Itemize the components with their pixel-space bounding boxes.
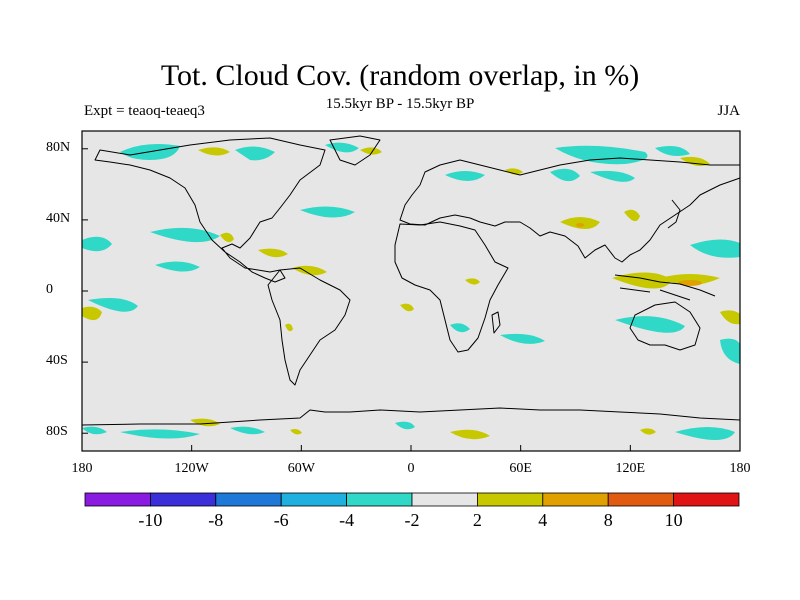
colorbar-swatch (215, 492, 282, 507)
colorbar-label: -4 (339, 510, 355, 530)
anomaly-negative-patch (395, 421, 415, 430)
anomaly-positive-patch (450, 429, 490, 440)
colorbar-label: 2 (472, 510, 482, 530)
coastline-maritime-continent (614, 274, 716, 301)
y-tick-label: 0 (46, 282, 53, 297)
coastline-africa (394, 221, 509, 353)
coastline-antarctica (81, 407, 741, 426)
x-tick-label: 120E (615, 461, 646, 476)
axis-ticks (81, 148, 741, 451)
anomaly-positive-patch (640, 428, 656, 435)
anomaly-negative-patch (590, 170, 635, 182)
experiment-label: Expt = teaoq-teaeq3 (84, 103, 205, 119)
anomaly-positive-patch (220, 232, 234, 243)
anomaly-negative-patch (720, 338, 740, 364)
anomaly-negative-patch (445, 171, 485, 181)
plot-subtitle: 15.5kyr BP - 15.5kyr BP (325, 96, 475, 112)
anomaly-negative-patch (325, 142, 359, 153)
anomaly-positive-patch (198, 147, 230, 156)
anomaly-strong-positive-patch (678, 280, 702, 286)
anomaly-negative-patch (500, 333, 545, 344)
anomaly-negative-patch (82, 426, 107, 435)
colorbar-swatch (411, 492, 478, 507)
anomaly-strong-positive-patch (576, 223, 584, 227)
coastline-north-america (94, 137, 326, 283)
x-tick-label: 60E (509, 461, 532, 476)
anomaly-negative-patch (150, 227, 220, 243)
x-tick-label: 0 (407, 461, 415, 476)
anomaly-positive-patch (290, 429, 302, 435)
colorbar-label: 10 (664, 510, 683, 530)
x-tick-label: 60W (287, 461, 315, 476)
anomaly-positive-patch (360, 147, 382, 155)
x-tick-label: 180 (729, 461, 751, 476)
anomaly-positive-patch (82, 306, 102, 321)
anomaly-negative-patch (550, 168, 580, 182)
anomaly-positive-patch (285, 323, 293, 332)
coastlines (81, 135, 741, 426)
coastline-europe (399, 157, 741, 263)
anomaly-positive-patch (400, 303, 414, 312)
anomaly-negative-patch (120, 429, 200, 439)
anomaly-negative-patch (555, 145, 648, 165)
season-label: JJA (717, 103, 740, 119)
anomaly-positive-patch (505, 168, 523, 175)
anomaly-positive-patch (680, 156, 710, 166)
map-background (82, 131, 740, 451)
anomaly-negative-patch (655, 146, 690, 156)
colorbar-label: -10 (138, 510, 163, 530)
colorbar-swatch (673, 492, 740, 507)
colorbar-label: 8 (603, 510, 613, 530)
anomaly-negative-patch (155, 261, 200, 272)
anomaly-positive-patch (465, 278, 480, 285)
anomaly-negative-patch (230, 426, 265, 435)
plot-title: Tot. Cloud Cov. (random overlap, in %) (160, 59, 640, 92)
colorbar-swatch (607, 492, 675, 507)
anomaly-negative-patch (88, 298, 138, 312)
anomaly-positive-patch (258, 248, 288, 258)
coastline-greenland (329, 135, 381, 166)
colorbar-swatch (346, 492, 413, 507)
anomaly-negative-patch (450, 323, 470, 333)
anomaly-positive-patch (190, 418, 220, 427)
anomaly-negative-patch (235, 146, 275, 161)
coastline-japan (667, 199, 681, 229)
colorbar-label: -6 (273, 510, 289, 530)
colorbar-label: 4 (538, 510, 548, 530)
coastline-south-america (267, 267, 351, 386)
colorbar-swatch (84, 492, 151, 507)
anomaly-negative-patch (690, 239, 740, 258)
anomaly-positive-patch (720, 310, 740, 325)
anomaly-negative-patch (82, 236, 112, 252)
anomaly-positive-patch (624, 209, 640, 222)
colorbar-swatch (542, 492, 609, 507)
x-tick-label: 120W (174, 461, 209, 476)
y-tick-label: 80S (46, 424, 68, 440)
colorbar-swatch (476, 492, 544, 507)
coastline-australia (629, 301, 701, 351)
colorbar-label: -8 (208, 510, 224, 530)
x-tick-label: 180 (71, 461, 93, 476)
colorbar-swatch (149, 492, 217, 507)
y-tick-label: 40S (46, 353, 68, 369)
colorbar-label: -2 (404, 510, 420, 530)
colorbar-swatch (280, 492, 348, 507)
anomaly-negative-patch (300, 206, 355, 218)
y-tick-label: 80N (46, 139, 71, 155)
anomaly-negative-patch (675, 427, 735, 440)
anomaly-positive-patch (660, 274, 720, 285)
colorbar (84, 492, 740, 507)
coastline-madagascar (491, 311, 501, 334)
y-tick-label: 40N (46, 210, 71, 226)
